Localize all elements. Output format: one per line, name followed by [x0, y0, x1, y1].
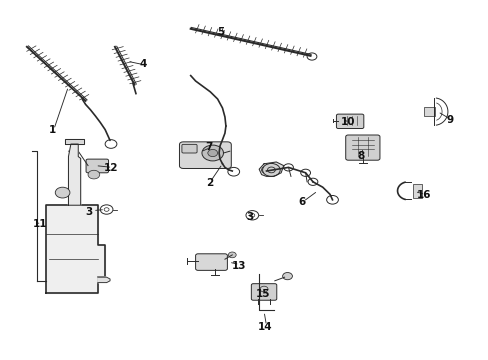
Text: 12: 12	[104, 163, 119, 174]
Polygon shape	[65, 139, 84, 144]
Polygon shape	[46, 205, 105, 293]
Circle shape	[55, 187, 70, 198]
Text: 8: 8	[357, 150, 364, 161]
FancyBboxPatch shape	[86, 159, 108, 173]
Circle shape	[88, 170, 100, 179]
FancyBboxPatch shape	[336, 114, 363, 129]
Polygon shape	[259, 162, 283, 176]
Bar	[424, 107, 434, 116]
Text: 2: 2	[205, 178, 212, 188]
Text: 16: 16	[416, 190, 431, 200]
Text: 1: 1	[49, 125, 56, 135]
Text: 6: 6	[298, 197, 305, 207]
Text: 10: 10	[340, 117, 355, 127]
Circle shape	[300, 169, 310, 176]
Text: 5: 5	[217, 27, 224, 37]
Text: 11: 11	[33, 219, 47, 229]
Text: 9: 9	[446, 114, 452, 125]
Circle shape	[283, 164, 293, 171]
Bar	[412, 184, 421, 198]
FancyBboxPatch shape	[182, 144, 197, 153]
Text: 4: 4	[139, 59, 146, 69]
Text: 13: 13	[231, 261, 245, 271]
Circle shape	[261, 166, 271, 174]
Text: 15: 15	[255, 289, 270, 300]
Circle shape	[207, 149, 217, 157]
Polygon shape	[98, 277, 110, 283]
Text: 3: 3	[85, 207, 92, 217]
Circle shape	[228, 252, 236, 258]
FancyBboxPatch shape	[345, 135, 379, 160]
Circle shape	[282, 273, 292, 280]
Circle shape	[262, 163, 280, 176]
Text: 3: 3	[246, 212, 253, 222]
FancyBboxPatch shape	[179, 142, 231, 168]
FancyBboxPatch shape	[195, 254, 227, 270]
Circle shape	[326, 195, 338, 204]
Polygon shape	[68, 144, 81, 205]
Circle shape	[307, 178, 317, 185]
Text: 14: 14	[258, 322, 272, 332]
Text: 7: 7	[205, 142, 213, 152]
Circle shape	[202, 145, 223, 161]
FancyBboxPatch shape	[251, 284, 276, 300]
